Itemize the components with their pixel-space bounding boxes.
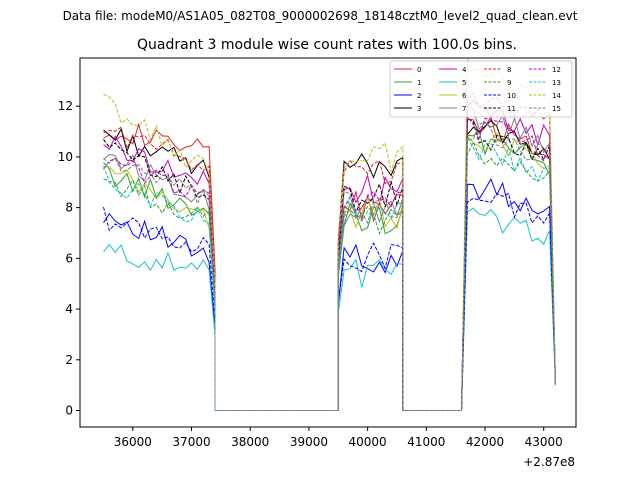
legend-label-3: 3 — [417, 105, 421, 113]
y-tick-label: 8 — [65, 201, 73, 215]
plot-area — [80, 58, 576, 427]
legend-label-0: 0 — [417, 66, 421, 74]
y-axis: 0 2 4 6 8 10 12 — [58, 99, 80, 418]
legend-label-15: 15 — [552, 105, 561, 113]
legend-label-13: 13 — [552, 79, 561, 87]
series-line-12 — [103, 115, 556, 411]
plot-frame — [79, 57, 577, 428]
y-tick-label: 4 — [65, 302, 73, 316]
legend-label-6: 6 — [462, 92, 467, 100]
legend-label-12: 12 — [552, 66, 561, 74]
legend-label-10: 10 — [507, 92, 516, 100]
x-tick-label: 43000 — [525, 435, 563, 449]
x-tick-label: 40000 — [349, 435, 387, 449]
x-tick-label: 41000 — [407, 435, 445, 449]
legend-label-11: 11 — [507, 105, 516, 113]
y-tick-label: 12 — [58, 99, 73, 113]
x-tick-label: 37000 — [172, 435, 210, 449]
x-tick-label: 36000 — [114, 435, 152, 449]
y-tick-label: 6 — [65, 251, 73, 265]
x-axis: 36000 37000 38000 39000 40000 41000 42000 43000 — [114, 427, 563, 449]
data-file-header: Data file: modeM0/AS1A05_082T08_90000026… — [63, 9, 578, 23]
chart-title: Quadrant 3 module wise count rates with … — [137, 37, 517, 53]
series-line-13 — [103, 135, 556, 411]
x-tick-label: 42000 — [466, 435, 504, 449]
y-tick-label: 0 — [65, 404, 73, 418]
legend-label-14: 14 — [552, 92, 561, 100]
legend-label-8: 8 — [507, 66, 511, 74]
legend-label-1: 1 — [417, 79, 421, 87]
y-tick-label: 2 — [65, 353, 73, 367]
legend-label-5: 5 — [462, 79, 466, 87]
series-line-15 — [103, 121, 556, 411]
x-tick-label: 38000 — [231, 435, 269, 449]
legend-label-9: 9 — [507, 79, 511, 87]
series-layer — [103, 58, 556, 411]
y-tick-label: 10 — [58, 150, 73, 164]
x-tick-label: 39000 — [290, 435, 328, 449]
legend-label-2: 2 — [417, 92, 421, 100]
legend-label-4: 4 — [462, 66, 467, 74]
x-offset-label: +2.87e8 — [523, 455, 575, 469]
legend-box — [389, 60, 573, 118]
legend-label-7: 7 — [462, 105, 466, 113]
